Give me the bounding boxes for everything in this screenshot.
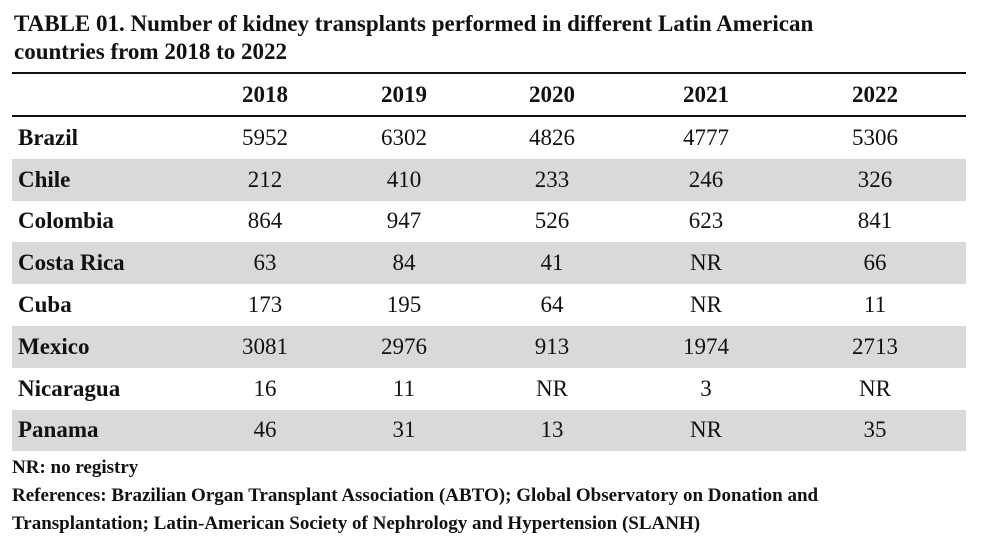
table-cell: 864 bbox=[247, 208, 283, 234]
table-cell: 41 bbox=[540, 250, 564, 276]
table-cell: 326 bbox=[857, 166, 893, 192]
row-label: Chile bbox=[18, 166, 71, 192]
table-cell: 84 bbox=[392, 250, 416, 276]
table-row: Cuba 173 195 64 NR 11 bbox=[12, 284, 966, 326]
table-cell: NR bbox=[690, 417, 722, 443]
table-cell: 3 bbox=[700, 375, 712, 401]
table-cell: 66 bbox=[863, 250, 887, 276]
table-cell: 623 bbox=[688, 208, 724, 234]
row-label: Brazil bbox=[18, 124, 79, 150]
table-row: Brazil 5952 6302 4826 4777 5306 bbox=[12, 117, 966, 159]
table-cell: 16 bbox=[253, 375, 277, 401]
table-cell: 2713 bbox=[852, 333, 898, 359]
column-header: 2019 bbox=[381, 81, 427, 107]
table-cell: 35 bbox=[863, 417, 887, 443]
table-title-line-2: countries from 2018 to 2022 bbox=[14, 39, 287, 64]
table-body: Brazil 5952 6302 4826 4777 5306 Chile 21… bbox=[12, 117, 966, 452]
table-cell: 947 bbox=[386, 208, 422, 234]
table-cell: 246 bbox=[688, 166, 724, 192]
table-row: Nicaragua 16 11 NR 3 NR bbox=[12, 368, 966, 410]
table-row: Chile 212 410 233 246 326 bbox=[12, 158, 966, 201]
table-row: Mexico 3081 2976 913 1974 2713 bbox=[12, 325, 966, 368]
row-label: Nicaragua bbox=[18, 375, 121, 401]
table-title: TABLE 01. Number of kidney transplants p… bbox=[14, 10, 974, 66]
table-cell: 410 bbox=[386, 166, 422, 192]
column-header: 2020 bbox=[529, 81, 575, 107]
row-label: Colombia bbox=[18, 208, 114, 234]
table-row: Colombia 864 947 526 623 841 bbox=[12, 201, 966, 243]
table-cell: 195 bbox=[386, 292, 422, 318]
table-title-line-1: TABLE 01. Number of kidney transplants p… bbox=[14, 11, 814, 36]
table-cell: 212 bbox=[247, 166, 283, 192]
table-cell: 11 bbox=[392, 375, 416, 401]
references-line-2: Transplantation; Latin-American Society … bbox=[12, 513, 701, 534]
top-rule bbox=[12, 72, 966, 74]
table-cell: 4777 bbox=[683, 124, 729, 150]
table-cell: 3081 bbox=[242, 333, 288, 359]
table-cell: 6302 bbox=[381, 124, 427, 150]
table-header-row: 2018 2019 2020 2021 2022 bbox=[12, 74, 966, 115]
table-cell: 11 bbox=[863, 292, 887, 318]
column-header: 2018 bbox=[242, 81, 288, 107]
row-label: Cuba bbox=[18, 292, 72, 318]
table-cell: 5952 bbox=[242, 124, 288, 150]
table-cell: 4826 bbox=[529, 124, 575, 150]
table-cell: 913 bbox=[534, 333, 570, 359]
table-cell: NR bbox=[859, 375, 891, 401]
table-row: Panama 46 31 13 NR 35 bbox=[12, 409, 966, 452]
row-label: Panama bbox=[18, 417, 99, 443]
references-line-1: References: Brazilian Organ Transplant A… bbox=[12, 485, 819, 506]
row-label: Mexico bbox=[18, 333, 90, 359]
table-row: Costa Rica 63 84 41 NR 66 bbox=[12, 242, 966, 285]
row-label: Costa Rica bbox=[18, 250, 125, 276]
table-cell: 2976 bbox=[381, 333, 427, 359]
table-cell: 64 bbox=[540, 292, 564, 318]
header-rule bbox=[12, 115, 966, 117]
table-cell: 13 bbox=[540, 417, 564, 443]
table-cell: 173 bbox=[247, 292, 283, 318]
table-cell: 233 bbox=[534, 166, 570, 192]
abbreviation-note: NR: no registry bbox=[12, 457, 139, 478]
table-cell: NR bbox=[536, 375, 568, 401]
table-cell: 5306 bbox=[852, 124, 898, 150]
table-cell: NR bbox=[690, 292, 722, 318]
table-cell: NR bbox=[690, 250, 722, 276]
table-cell: 526 bbox=[534, 208, 570, 234]
table-notes: NR: no registry References: Brazilian Or… bbox=[12, 454, 982, 538]
column-header: 2021 bbox=[683, 81, 729, 107]
table-cell: 63 bbox=[253, 250, 277, 276]
table-cell: 46 bbox=[253, 417, 277, 443]
table-cell: 31 bbox=[392, 417, 416, 443]
table-cell: 1974 bbox=[683, 333, 729, 359]
column-header: 2022 bbox=[852, 81, 898, 107]
table-cell: 841 bbox=[857, 208, 893, 234]
